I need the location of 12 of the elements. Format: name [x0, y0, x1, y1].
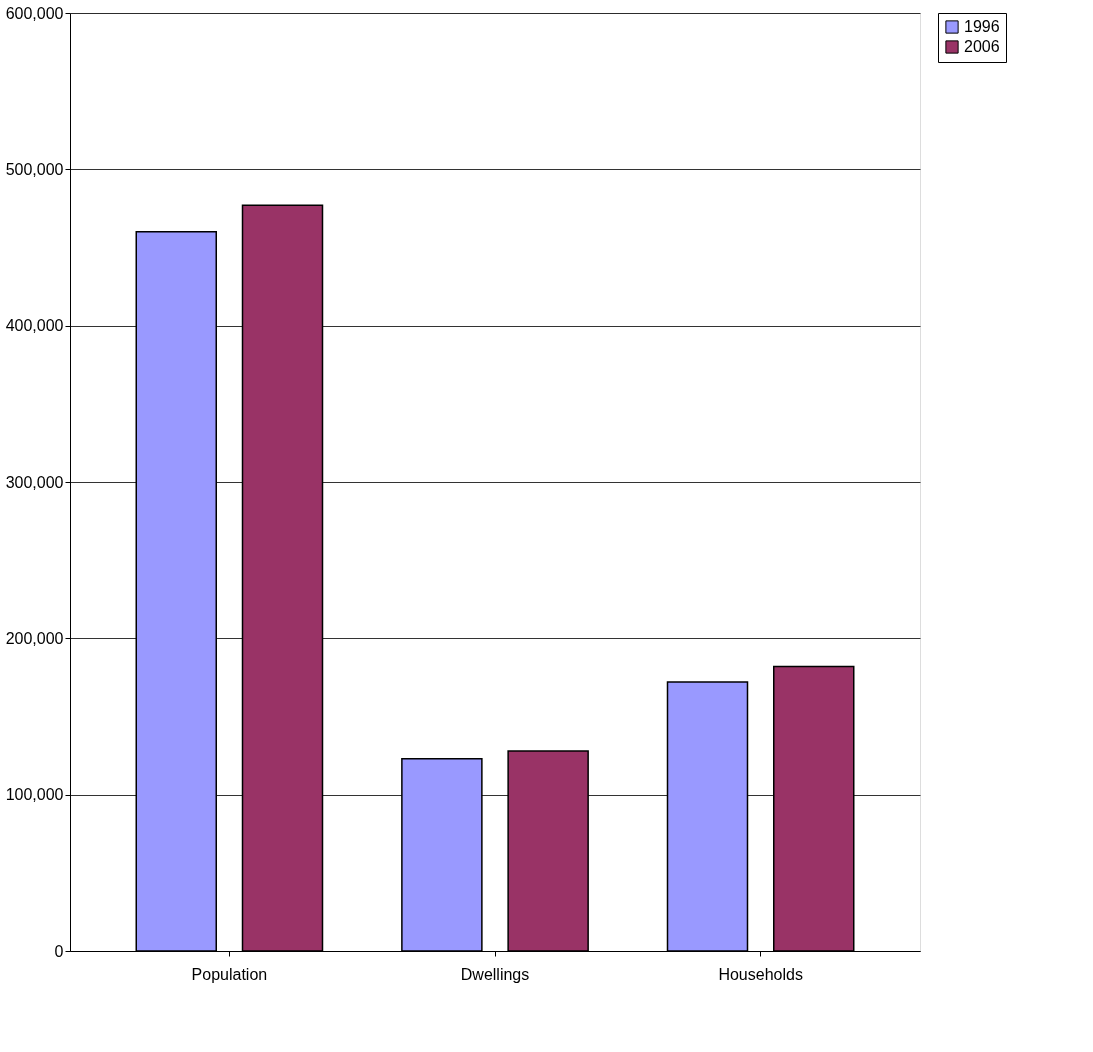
y-tick-label: 200,000	[5, 629, 64, 647]
x-tick-label: Households	[718, 965, 803, 983]
y-tick-label: 0	[54, 942, 64, 960]
x-tick-label: Population	[191, 965, 268, 983]
x-tick-label: Dwellings	[460, 965, 530, 983]
legend-label: 1996	[964, 18, 1000, 35]
y-tick-label: 600,000	[5, 4, 64, 22]
legend-label: 2006	[964, 38, 1000, 55]
y-tick-label: 300,000	[5, 473, 64, 491]
y-tick-label: 400,000	[5, 317, 64, 335]
y-tick-label: 100,000	[5, 786, 64, 804]
y-tick-label: 500,000	[5, 160, 64, 178]
